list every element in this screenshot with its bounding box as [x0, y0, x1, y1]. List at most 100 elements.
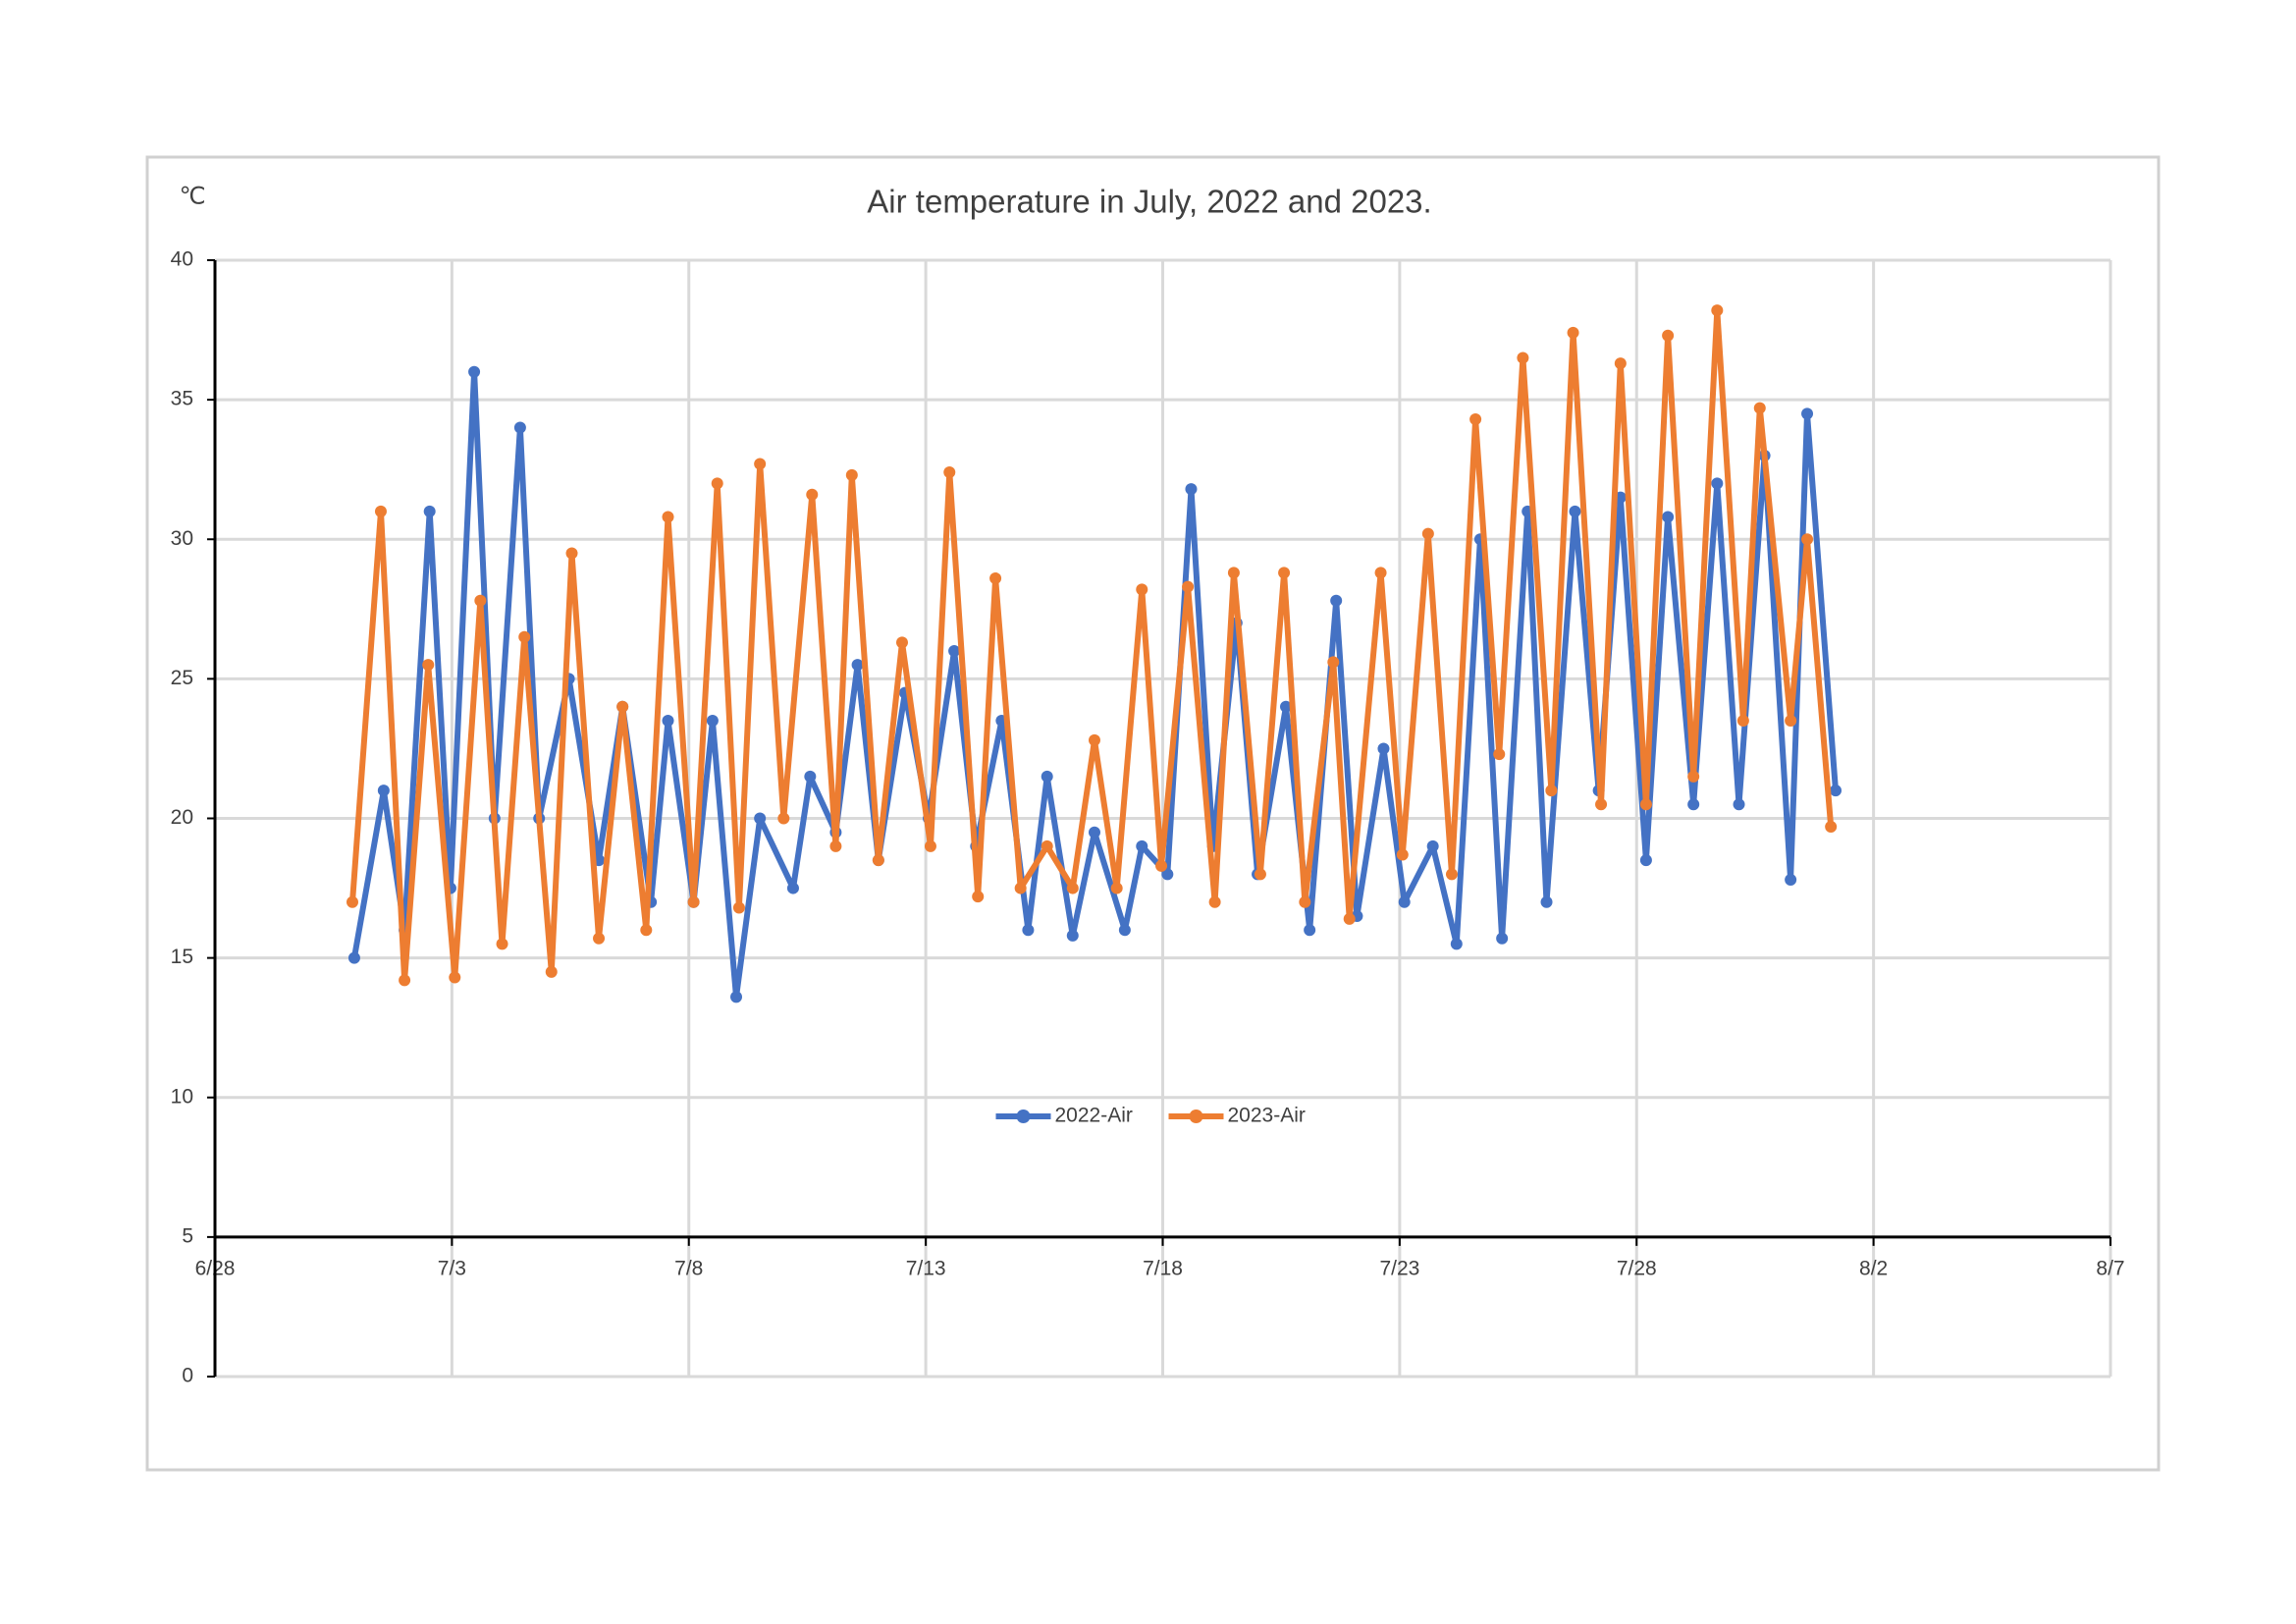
data-point	[593, 932, 606, 945]
data-point	[948, 644, 961, 657]
data-point	[1304, 924, 1316, 937]
x-tick-label: 8/2	[1859, 1257, 1888, 1279]
y-tick-label: 25	[171, 667, 193, 689]
data-point	[616, 700, 629, 713]
data-point	[1496, 932, 1509, 945]
data-point	[399, 974, 411, 987]
data-point	[1785, 874, 1797, 887]
data-point	[1567, 326, 1579, 339]
data-point	[829, 839, 842, 852]
data-point	[1753, 402, 1766, 414]
data-point	[640, 924, 653, 937]
data-point	[1733, 798, 1745, 811]
x-tick-label: 7/23	[1379, 1257, 1419, 1279]
data-point	[1041, 839, 1053, 852]
x-tick-label: 7/18	[1143, 1257, 1183, 1279]
data-point	[1426, 839, 1439, 852]
y-tick-label: 40	[171, 248, 193, 271]
y-tick-label: 15	[171, 946, 193, 968]
data-point	[346, 895, 358, 908]
data-point	[565, 547, 578, 560]
data-point	[1088, 733, 1100, 746]
data-point	[1396, 848, 1409, 861]
data-point	[662, 715, 674, 728]
data-point	[1639, 798, 1652, 811]
data-point	[730, 991, 743, 1003]
data-point	[1327, 656, 1340, 669]
data-point	[1711, 477, 1724, 490]
data-point	[545, 965, 558, 978]
legend-marker	[1016, 1110, 1031, 1123]
data-point	[732, 901, 745, 914]
data-point	[1736, 715, 1749, 728]
data-point	[1161, 868, 1174, 881]
chart-frame	[145, 155, 2161, 1472]
data-point	[1278, 567, 1291, 579]
data-point	[1687, 770, 1700, 783]
x-tick-label: 7/28	[1617, 1257, 1657, 1279]
data-point	[1299, 895, 1311, 908]
y-tick-label: 30	[171, 527, 193, 550]
y-unit: ℃	[180, 183, 206, 209]
data-point	[1398, 895, 1411, 908]
y-tick-label: 20	[171, 806, 193, 829]
data-point	[1022, 924, 1035, 937]
data-point	[1785, 715, 1797, 728]
data-point	[711, 477, 723, 490]
data-point	[1041, 770, 1053, 783]
data-point	[943, 466, 956, 479]
x-tick-label: 7/8	[674, 1257, 703, 1279]
data-point	[754, 458, 767, 470]
data-point	[1330, 594, 1343, 607]
data-point	[1450, 938, 1463, 950]
data-point	[1801, 533, 1814, 546]
data-point	[1801, 407, 1814, 420]
data-point	[1569, 505, 1581, 517]
data-point	[806, 488, 819, 501]
data-point	[449, 971, 461, 984]
data-point	[924, 839, 936, 852]
data-point	[804, 770, 817, 783]
data-point	[1185, 483, 1198, 496]
data-point	[1014, 882, 1027, 894]
data-point	[1208, 895, 1221, 908]
data-point	[845, 468, 858, 481]
data-point	[1825, 821, 1838, 834]
data-point	[1445, 868, 1458, 881]
data-point	[872, 854, 884, 867]
data-point	[1830, 785, 1842, 797]
x-tick-label: 8/7	[2096, 1257, 2124, 1279]
data-point	[474, 594, 487, 607]
chart-title: Air temperature in July, 2022 and 2023.	[867, 184, 1431, 220]
y-tick-label: 35	[171, 388, 193, 410]
data-point	[423, 505, 436, 517]
data-point	[989, 572, 1002, 585]
data-point	[1182, 580, 1195, 593]
x-tick-label: 7/13	[906, 1257, 946, 1279]
data-point	[1421, 527, 1434, 540]
data-point	[1343, 912, 1356, 925]
y-tick-label: 5	[182, 1224, 193, 1247]
data-point	[496, 938, 508, 950]
data-point	[1469, 413, 1482, 426]
x-tick-label: 7/3	[438, 1257, 466, 1279]
data-point	[662, 511, 674, 523]
data-point	[377, 785, 390, 797]
series	[346, 304, 1838, 987]
data-point	[1517, 352, 1529, 364]
data-point	[1377, 742, 1390, 755]
data-point	[1110, 882, 1123, 894]
data-point	[468, 365, 481, 378]
data-point	[1155, 859, 1168, 872]
legend-label: 2022-Air	[1055, 1105, 1133, 1127]
data-point	[1711, 304, 1724, 317]
legend-label: 2023-Air	[1228, 1105, 1306, 1127]
data-point	[518, 630, 531, 643]
data-point	[706, 715, 719, 728]
data-point	[1118, 924, 1131, 937]
data-point	[1662, 329, 1675, 342]
data-point	[1066, 882, 1079, 894]
y-tick-label: 0	[182, 1365, 193, 1387]
